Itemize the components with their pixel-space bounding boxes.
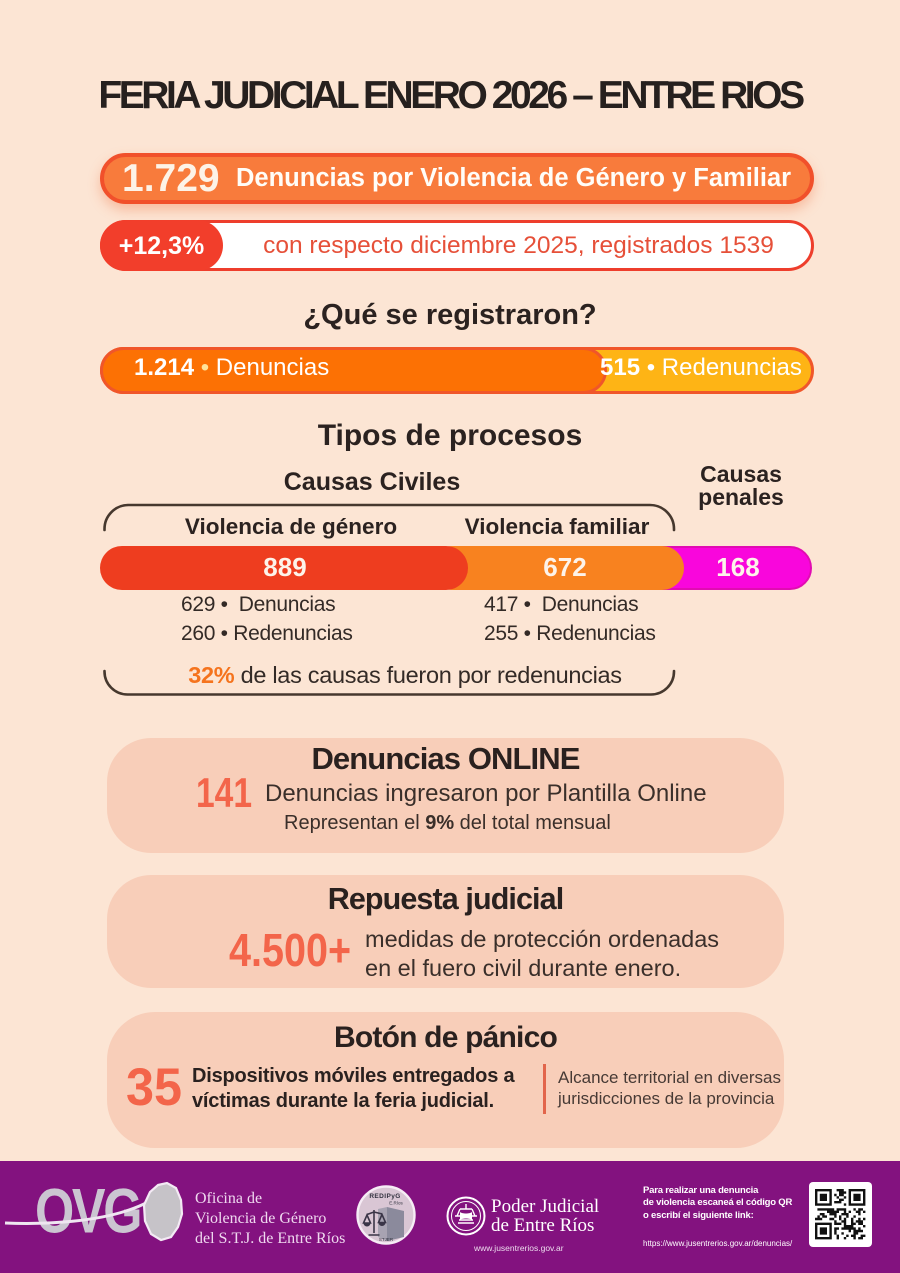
svg-text:STJER: STJER (379, 1237, 394, 1242)
svg-text:E.Ríos: E.Ríos (389, 1201, 403, 1206)
svg-text:REDIPyG: REDIPyG (369, 1193, 400, 1200)
